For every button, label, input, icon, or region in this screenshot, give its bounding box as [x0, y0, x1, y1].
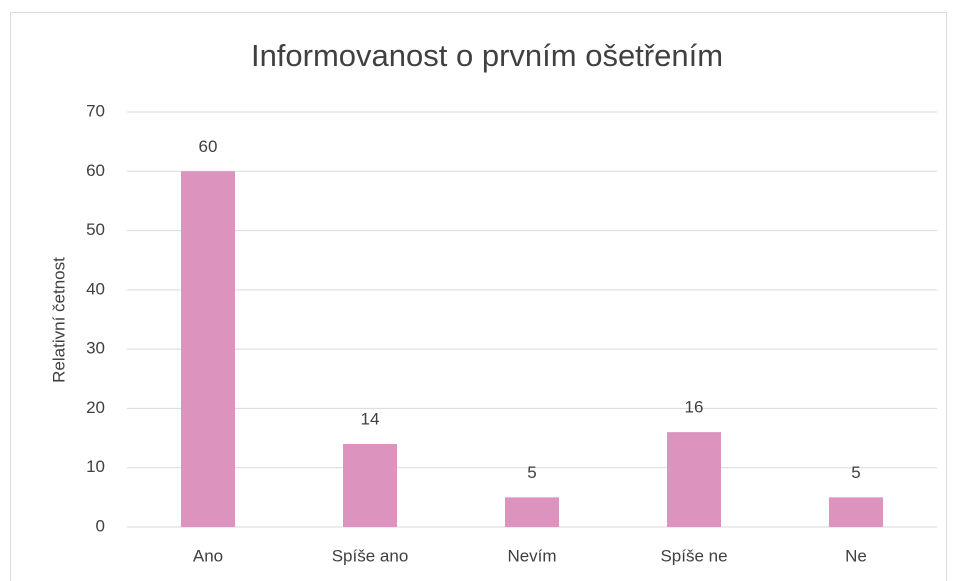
y-tick-label: 20 [86, 398, 105, 417]
y-tick-label: 10 [86, 457, 105, 476]
chart-frame [10, 12, 947, 581]
data-label: 5 [851, 463, 860, 482]
bar [505, 497, 559, 527]
y-tick-label: 30 [86, 339, 105, 358]
data-label: 5 [527, 463, 536, 482]
x-tick-label: Nevím [507, 546, 556, 565]
bar [667, 432, 721, 527]
y-axis-label: Relativní četnost [49, 257, 68, 383]
chart-title: Informovanost o prvním ošetřením [251, 38, 723, 73]
data-label: 14 [361, 409, 380, 428]
x-tick-label: Spíše ne [660, 546, 727, 565]
y-tick-label: 70 [86, 101, 105, 120]
y-tick-label: 50 [86, 220, 105, 239]
data-label: 16 [685, 398, 704, 417]
data-label: 60 [199, 137, 218, 156]
x-tick-label: Ano [193, 546, 223, 565]
x-tick-label: Ne [845, 546, 867, 565]
x-tick-label: Spíše ano [332, 546, 409, 565]
bar [343, 444, 397, 527]
bar [181, 171, 235, 528]
y-tick-label: 0 [96, 516, 105, 535]
y-tick-label: 60 [86, 161, 105, 180]
y-tick-label: 40 [86, 279, 105, 298]
bar [829, 497, 883, 527]
